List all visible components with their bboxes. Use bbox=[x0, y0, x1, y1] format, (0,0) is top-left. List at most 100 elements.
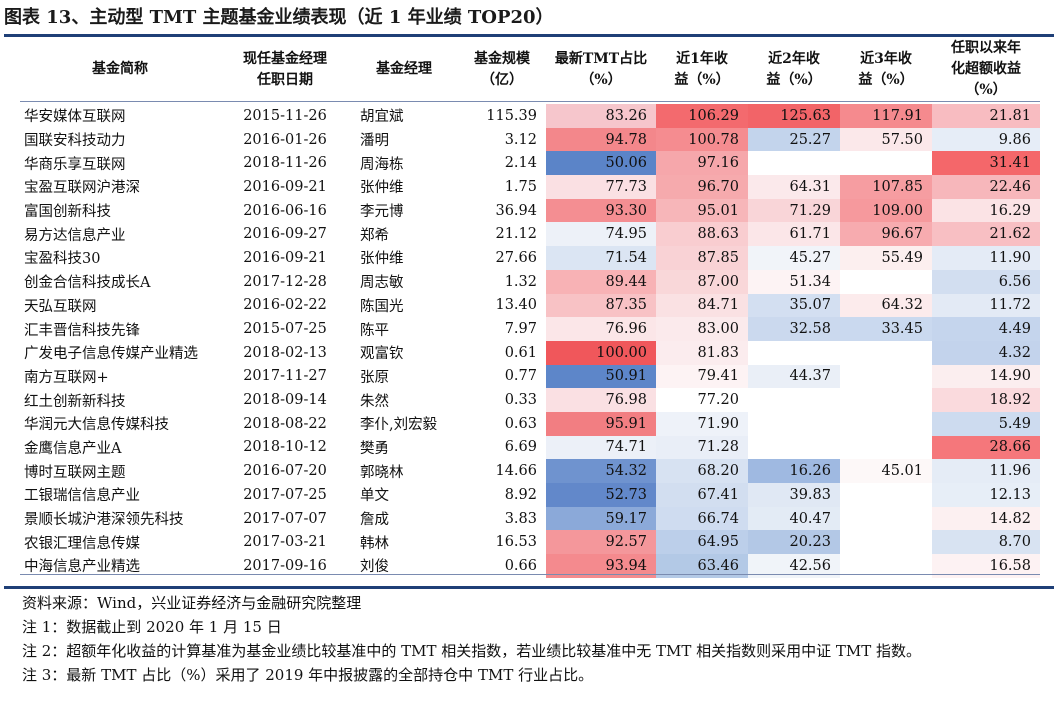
annualized-excess-return-cell: 16.29 bbox=[932, 198, 1040, 223]
annualized-excess-return-cell: 28.66 bbox=[932, 435, 1040, 460]
annualized-excess-return-cell: 21.62 bbox=[932, 222, 1040, 247]
return-3y-cell bbox=[840, 436, 932, 460]
return-1y-cell: 95.01 bbox=[656, 198, 748, 223]
fund-size-cell: 2.14 bbox=[504, 155, 537, 172]
table-row: 创金合信科技成长A 2017-12-28 周志敏 1.32 89.44 87.00 51.3… bbox=[20, 269, 1040, 294]
return-3y-cell: 109.00 bbox=[840, 198, 932, 223]
annualized-excess-return-cell: 18.92 bbox=[932, 388, 1040, 412]
return-2y-cell: 44.37 bbox=[748, 364, 840, 389]
return-3y-cell: 117.91 bbox=[840, 104, 932, 128]
fund-name-cell: 博时互联网主题 bbox=[24, 464, 126, 481]
tmt-ratio-cell: 74.71 bbox=[546, 435, 656, 460]
footer-rule bbox=[4, 586, 1054, 589]
manager-start-date-cell: 2016-02-22 bbox=[243, 297, 327, 314]
table-header: 基金简称 现任基金经理 任职日期 基金经理 基金规模 （亿） 最新TMT占比 （%） 近1年收益… bbox=[20, 38, 1040, 101]
return-1y-cell: 87.00 bbox=[656, 269, 748, 294]
fund-name-cell: 天弘互联网 bbox=[24, 298, 97, 315]
fund-name-cell: 宝盈互联网沪港深 bbox=[24, 180, 140, 197]
tmt-ratio-cell: 77.73 bbox=[546, 175, 656, 199]
tmt-ratio-cell: 100.00 bbox=[546, 340, 656, 365]
return-2y-cell bbox=[748, 412, 840, 436]
return-3y-cell bbox=[840, 151, 932, 175]
fund-size-cell: 36.94 bbox=[495, 202, 537, 219]
column-header-line: 益（%） bbox=[674, 71, 730, 88]
fund-size-cell: 3.12 bbox=[504, 131, 537, 148]
fund-name-cell: 国联安科技动力 bbox=[24, 133, 126, 150]
fund-size-cell: 21.12 bbox=[495, 226, 537, 243]
table-row: 金鹰信息产业A 2018-10-12 樊勇 6.69 74.71 71.28 28.66 bbox=[20, 435, 1040, 460]
return-3y-cell: 107.85 bbox=[840, 175, 932, 199]
return-3y-cell bbox=[840, 270, 932, 294]
tmt-ratio-cell: 50.91 bbox=[546, 364, 656, 389]
fund-size-cell: 3.83 bbox=[504, 510, 537, 527]
fund-name-cell: 华安媒体互联网 bbox=[24, 109, 126, 126]
note-2: 注 2：超额年化收益的计算基准为基金业绩比较基准中的 TMT 相关指数，若业绩比… bbox=[22, 642, 922, 660]
manager-start-date-cell: 2016-01-26 bbox=[243, 131, 327, 148]
column-header-line: 益（%） bbox=[858, 71, 914, 88]
fund-size-cell: 8.92 bbox=[504, 486, 537, 503]
manager-start-date-cell: 2017-07-07 bbox=[243, 510, 327, 527]
annualized-excess-return-cell: 5.49 bbox=[932, 411, 1040, 436]
return-3y-cell bbox=[840, 341, 932, 365]
table-row: 华安媒体互联网 2015-11-26 胡宜斌 115.39 83.26 106.29 125… bbox=[20, 104, 1040, 128]
return-1y-cell: 63.46 bbox=[656, 554, 748, 578]
fund-name-cell: 易方达信息产业 bbox=[24, 227, 126, 244]
table-row: 华润元大信息传媒科技 2018-08-22 李仆,刘宏毅 0.63 95.91 71.90… bbox=[20, 411, 1040, 436]
return-3y-cell bbox=[840, 483, 932, 507]
column-header-line: 最新TMT占比 bbox=[554, 50, 648, 67]
footnotes: 资料来源：Wind，兴业证券经济与金融研究院整理 注 1：数据截止到 2020 … bbox=[22, 591, 1052, 687]
return-2y-cell bbox=[748, 436, 840, 460]
return-1y-cell: 97.16 bbox=[656, 151, 748, 176]
tmt-ratio-cell: 76.96 bbox=[546, 317, 656, 341]
manager-start-date-cell: 2017-07-25 bbox=[243, 486, 327, 503]
fund-name-cell: 金鹰信息产业A bbox=[24, 440, 122, 457]
tmt-ratio-cell: 50.06 bbox=[546, 151, 656, 176]
table-row: 易方达信息产业 2016-09-27 郑希 21.12 74.95 88.63 61.71 9… bbox=[20, 222, 1040, 247]
column-header-line: 益（%） bbox=[766, 71, 822, 88]
fund-size-cell: 13.40 bbox=[495, 297, 537, 314]
manager-start-date-cell: 2016-06-16 bbox=[243, 202, 327, 219]
return-3y-cell: 33.45 bbox=[840, 317, 932, 341]
table-row: 富国创新科技 2016-06-16 李元博 36.94 93.30 95.01 71.29 1… bbox=[20, 198, 1040, 223]
fund-manager-cell: 张仲维 bbox=[360, 180, 404, 197]
annualized-excess-return-cell: 16.58 bbox=[932, 554, 1040, 578]
fund-manager-cell: 张原 bbox=[360, 369, 389, 386]
annualized-excess-return-cell: 4.49 bbox=[932, 317, 1040, 341]
return-3y-cell: 55.49 bbox=[840, 246, 932, 270]
return-1y-cell: 71.28 bbox=[656, 435, 748, 460]
tmt-ratio-cell: 76.98 bbox=[546, 388, 656, 412]
column-header-line: （%） bbox=[965, 82, 1007, 98]
return-2y-cell: 45.27 bbox=[748, 246, 840, 270]
column-header-line: 基金规模 bbox=[474, 50, 530, 67]
annualized-excess-return-cell: 22.46 bbox=[932, 175, 1040, 199]
manager-start-date-cell: 2015-11-26 bbox=[243, 107, 327, 124]
fund-manager-cell: 李元博 bbox=[360, 204, 404, 221]
table-row: 工银瑞信信息产业 2017-07-25 单文 8.92 52.73 67.41 39.83 1… bbox=[20, 483, 1040, 507]
manager-start-date-cell: 2018-09-14 bbox=[243, 392, 327, 409]
return-1y-cell: 88.63 bbox=[656, 222, 748, 247]
return-3y-cell: 96.67 bbox=[840, 222, 932, 247]
return-3y-cell: 57.50 bbox=[840, 127, 932, 152]
annualized-excess-return-cell: 14.90 bbox=[932, 364, 1040, 389]
fund-name-cell: 工银瑞信信息产业 bbox=[24, 488, 140, 505]
return-3y-cell bbox=[840, 365, 932, 389]
fund-name-cell: 中海信息产业精选 bbox=[24, 559, 140, 576]
manager-start-date-cell: 2016-07-20 bbox=[243, 463, 327, 480]
header-rule bbox=[20, 101, 1040, 102]
fund-manager-cell: 陈国光 bbox=[360, 298, 404, 315]
tmt-ratio-cell: 92.57 bbox=[546, 530, 656, 555]
tmt-ratio-cell: 59.17 bbox=[546, 506, 656, 531]
fund-manager-cell: 郭晓林 bbox=[360, 464, 404, 481]
fund-manager-cell: 詹成 bbox=[360, 512, 389, 529]
note-3: 注 3：最新 TMT 占比（%）采用了 2019 年中报披露的全部持仓中 TMT… bbox=[22, 666, 594, 684]
column-header-line: 基金经理 bbox=[376, 61, 432, 77]
column-header-line: 现任基金经理 bbox=[243, 50, 327, 67]
return-3y-cell: 64.32 bbox=[840, 293, 932, 318]
fund-manager-cell: 胡宜斌 bbox=[360, 109, 404, 126]
return-3y-cell bbox=[840, 412, 932, 436]
column-header: 任职以来年 化超额收益 （%） bbox=[932, 38, 1040, 101]
column-header: 基金简称 bbox=[20, 38, 220, 101]
return-2y-cell bbox=[748, 388, 840, 412]
return-1y-cell: 77.20 bbox=[656, 388, 748, 412]
manager-start-date-cell: 2017-12-28 bbox=[243, 273, 327, 290]
